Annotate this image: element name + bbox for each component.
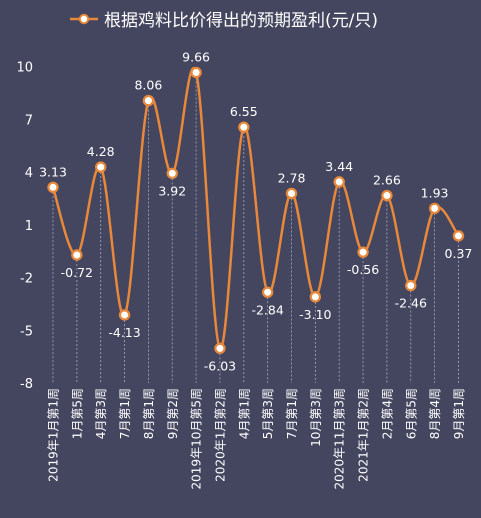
x-tick-label: 5月第3周 — [261, 388, 275, 439]
y-tick-label: 1 — [25, 219, 33, 234]
x-tick-label: 9月第1周 — [452, 388, 466, 439]
x-tick-label: 7月第1周 — [285, 388, 299, 439]
x-tick-label: 2020年11月第3周 — [333, 388, 347, 489]
data-point — [47, 181, 59, 193]
legend-marker-swatch — [78, 13, 90, 25]
x-tick-label: 8月第1周 — [142, 388, 156, 439]
data-label: 1.93 — [421, 185, 449, 200]
y-tick-label: -2 — [20, 272, 33, 287]
data-point — [166, 167, 178, 180]
x-tick-label: 8月第4周 — [428, 388, 442, 439]
data-label: -0.72 — [61, 265, 93, 280]
data-point — [238, 121, 250, 133]
data-label: 3.44 — [325, 159, 353, 174]
x-tick-label: 7月第1周 — [118, 388, 132, 439]
y-tick-label: 4 — [25, 166, 33, 181]
data-label: 0.37 — [445, 246, 473, 261]
y-tick-label: -8 — [20, 377, 33, 392]
data-label: 9.66 — [182, 49, 210, 64]
x-tick-label: 2019年10月第5周 — [190, 388, 204, 489]
data-label: 4.28 — [87, 144, 115, 159]
data-label: 2.66 — [373, 173, 401, 188]
drop-lines — [52, 77, 459, 383]
data-label: -4.13 — [108, 325, 140, 340]
data-point — [214, 342, 226, 355]
data-point — [261, 286, 274, 298]
x-tick-label: 2月第4周 — [380, 388, 394, 439]
y-tick-label: -5 — [20, 324, 33, 339]
data-point — [190, 66, 202, 79]
data-label: 3.92 — [158, 183, 186, 198]
x-tick-label: 2019年1月第1周 — [47, 388, 61, 482]
data-point — [118, 309, 131, 321]
y-axis: 10 7 4 1 -2 -5 -8 — [16, 61, 33, 393]
data-point — [285, 187, 298, 200]
data-point — [452, 230, 465, 242]
x-tick-label: 2021年1月第2周 — [357, 388, 371, 482]
x-tick-label: 10月第3周 — [309, 388, 323, 447]
legend: 根据鸡料比价得出的预期盈利(元/只) — [70, 11, 378, 31]
x-tick-label: 6月第5周 — [404, 388, 418, 439]
data-label: -2.84 — [251, 302, 283, 317]
x-axis: 2019年1月第1周 1月第5周 4月第3周 7月第1周 8月第1周 9月第2周 2019年… — [47, 388, 466, 489]
data-label: 3.13 — [39, 164, 67, 179]
data-point — [333, 176, 345, 188]
y-tick-label: 10 — [16, 61, 33, 76]
x-tick-label: 4月第3周 — [94, 388, 108, 439]
data-labels: 3.13 -0.72 4.28 -4.13 8.06 3.92 9.66 -6.03 6.55 -… — [39, 49, 472, 373]
data-point — [94, 161, 107, 173]
chart-title: 根据鸡料比价得出的预期盈利(元/只) — [104, 11, 378, 31]
data-point — [405, 279, 417, 292]
x-tick-label: 9月第2周 — [166, 388, 180, 439]
data-label: -2.46 — [395, 296, 427, 311]
data-label: 2.78 — [278, 170, 306, 185]
data-point — [71, 249, 83, 261]
x-tick-label: 1月第5周 — [70, 388, 84, 439]
data-label: -0.56 — [347, 262, 379, 277]
data-point — [381, 189, 393, 202]
data-label: -6.03 — [204, 358, 236, 373]
y-tick-label: 7 — [25, 113, 33, 128]
data-label: 8.06 — [134, 78, 162, 93]
data-point — [309, 291, 322, 303]
data-points — [47, 66, 465, 355]
data-point — [357, 246, 369, 258]
data-point — [142, 94, 155, 107]
x-tick-label: 4月第1周 — [237, 388, 251, 439]
data-label: 6.55 — [230, 104, 258, 119]
data-label: -3.10 — [299, 307, 331, 322]
x-tick-label: 2020年1月第2周 — [213, 388, 227, 482]
data-point — [428, 202, 441, 215]
